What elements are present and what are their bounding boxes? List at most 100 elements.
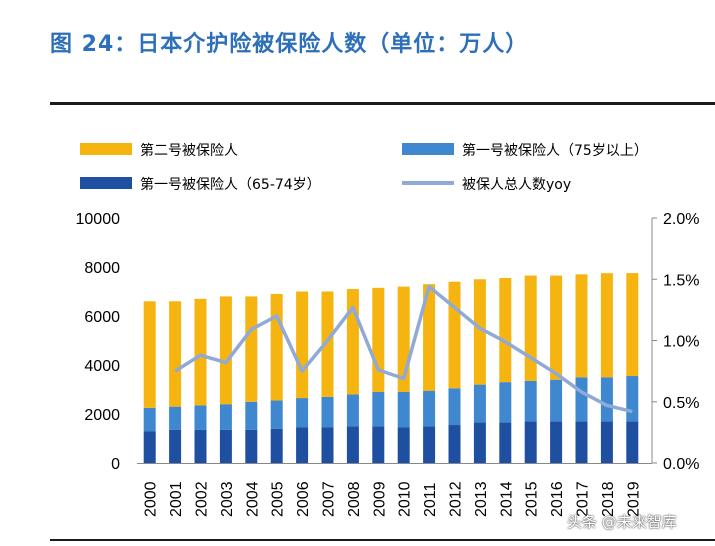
- x-tick-label: 2013: [473, 481, 490, 517]
- bar-segment-second: [296, 291, 309, 399]
- bar-segment-second: [194, 298, 207, 406]
- bar-segment-second: [143, 301, 156, 408]
- bar-segment-second: [550, 275, 563, 380]
- bar-segment-first-65-74: [143, 431, 156, 463]
- bar-segment-second: [169, 301, 182, 407]
- bar-segment-first-65-74: [626, 421, 639, 463]
- bar-segment-first-75plus: [346, 394, 359, 427]
- legend-label: 第二号被保险人: [140, 142, 238, 159]
- x-tick-label: 2016: [549, 481, 566, 517]
- x-tick-label: 2018: [600, 481, 617, 517]
- bar-segment-second: [575, 274, 588, 378]
- y-right-tick-label: 0.0%: [663, 456, 699, 473]
- bar-segment-first-75plus: [473, 384, 486, 423]
- x-tick-label: 2002: [194, 481, 211, 517]
- watermark: 头条 @未来智库: [567, 513, 677, 531]
- x-tick-label: 2015: [524, 481, 541, 517]
- bar-segment-first-65-74: [245, 429, 258, 463]
- bar-segment-first-75plus: [245, 401, 258, 430]
- bar-segment-second: [626, 273, 639, 377]
- x-tick-label: 2010: [397, 481, 414, 517]
- bar-segment-second: [448, 281, 461, 389]
- bar-segment-first-75plus: [372, 391, 385, 427]
- axes: 0 2000 4000 6000 8000 10000 0.0% 0.5% 1.0% 1.5% 2.…: [76, 211, 700, 517]
- bar-segment-first-75plus: [499, 382, 512, 423]
- legend-label: 第一号被保险人（65-74岁）: [140, 176, 321, 193]
- x-tick-label: 2012: [448, 481, 465, 517]
- bar-segment-first-75plus: [321, 396, 334, 428]
- bar-segment-first-75plus: [194, 405, 207, 430]
- bottom-rule: [50, 539, 715, 541]
- bar-segment-first-65-74: [194, 429, 207, 463]
- bar-segment-first-65-74: [524, 421, 537, 463]
- bar-segment-second: [372, 287, 385, 392]
- bar-segment-first-75plus: [296, 398, 309, 428]
- y-right-tick-label: 1.5%: [663, 272, 699, 289]
- bar-segment-first-65-74: [550, 421, 563, 463]
- legend-label: 第一号被保险人（75岁以上）: [462, 142, 648, 159]
- yoy-line: [174, 284, 633, 414]
- bar-segment-first-75plus: [270, 400, 283, 429]
- x-tick-label: 2017: [575, 481, 592, 517]
- bar-segment-first-65-74: [169, 429, 182, 463]
- bar-segment-first-75plus: [423, 390, 436, 427]
- y-right-tick-label: 0.5%: [663, 395, 699, 412]
- bar-segment-first-65-74: [473, 422, 486, 463]
- x-tick-label: 2007: [321, 481, 338, 517]
- bar-segment-second: [600, 273, 613, 378]
- bar-segment-second: [245, 296, 258, 402]
- bar-segment-first-65-74: [321, 427, 334, 463]
- x-tick-label: 2003: [219, 481, 236, 517]
- y-right-tick-label: 2.0%: [663, 211, 699, 228]
- bars: [143, 273, 639, 463]
- x-tick-label: 2019: [625, 481, 642, 517]
- legend-swatch: [402, 143, 454, 155]
- y-right-tick-label: 1.0%: [663, 334, 699, 351]
- x-tick-label: 2011: [422, 482, 439, 517]
- legend-label: 被保人总人数yoy: [462, 177, 571, 193]
- y-left-tick-label: 6000: [84, 309, 120, 326]
- bar-segment-second: [346, 289, 359, 395]
- bar-segment-first-75plus: [575, 377, 588, 422]
- legend-swatch: [80, 143, 132, 155]
- y-left-tick-label: 2000: [84, 407, 120, 424]
- bar-segment-first-65-74: [372, 426, 385, 463]
- bar-segment-first-75plus: [143, 407, 156, 432]
- bar-segment-second: [499, 278, 512, 383]
- bar-segment-second: [524, 275, 537, 381]
- bar-segment-second: [321, 291, 334, 397]
- x-tick-label: 2009: [371, 481, 388, 517]
- bar-segment-second: [473, 279, 486, 385]
- x-tick-label: 2004: [244, 481, 261, 517]
- bar-segment-first-65-74: [270, 428, 283, 463]
- chart-title: 图 24：日本介护险被保险人数（单位：万人）: [50, 32, 529, 57]
- bar-segment-first-75plus: [169, 406, 182, 430]
- y-left-tick-label: 4000: [84, 358, 120, 375]
- bar-segment-second: [423, 284, 436, 391]
- bar-segment-first-65-74: [575, 421, 588, 463]
- bar-segment-first-65-74: [296, 427, 309, 463]
- bar-segment-first-65-74: [346, 426, 359, 463]
- y-left-tick-label: 10000: [76, 211, 121, 228]
- bar-segment-first-65-74: [499, 422, 512, 463]
- legend: 第二号被保险人 第一号被保险人（75岁以上） 第一号被保险人（65-74岁） 被保人总…: [80, 142, 648, 193]
- legend-swatch: [80, 177, 132, 189]
- bar-segment-first-65-74: [600, 421, 613, 463]
- bar-segment-first-65-74: [219, 429, 232, 463]
- x-tick-label: 2005: [270, 481, 287, 517]
- x-tick-label: 2000: [143, 481, 160, 517]
- bar-segment-second: [219, 296, 232, 405]
- x-tick-label: 2006: [295, 481, 312, 517]
- y-left-tick-label: 0: [111, 456, 120, 473]
- y-left-tick-label: 8000: [84, 260, 120, 277]
- bar-segment-first-75plus: [626, 376, 639, 422]
- bar-segment-first-75plus: [448, 388, 461, 426]
- x-tick-label: 2001: [168, 481, 185, 517]
- x-tick-label: 2008: [346, 481, 363, 517]
- bar-segment-first-75plus: [600, 377, 613, 422]
- x-tick-label: 2014: [498, 481, 515, 517]
- bar-segment-first-65-74: [423, 426, 436, 463]
- bar-segment-first-75plus: [219, 404, 232, 430]
- bar-segment-first-75plus: [397, 391, 410, 428]
